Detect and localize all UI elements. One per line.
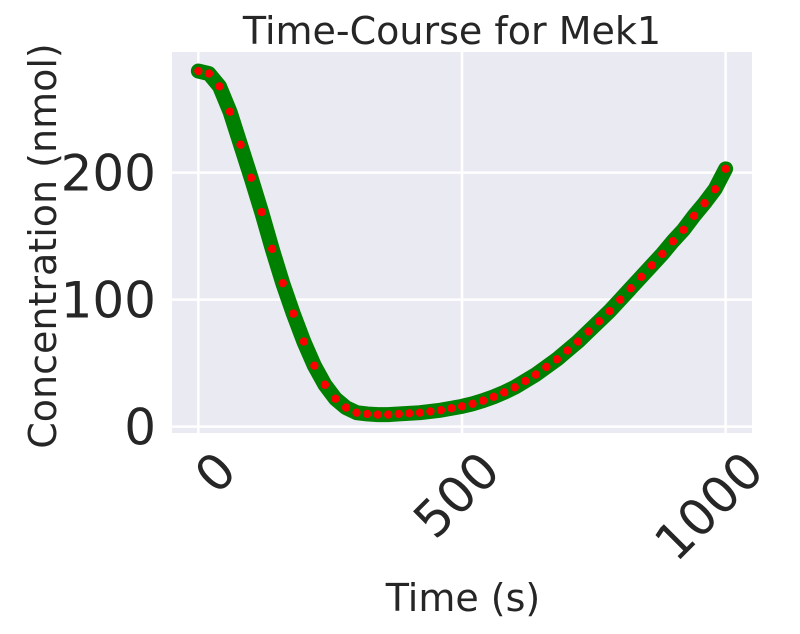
series-points-1 [194,66,730,419]
data-point [383,410,393,419]
data-point [626,284,635,293]
y-tick-label: 0 [124,399,156,457]
data-point [457,402,467,411]
data-point [278,278,287,288]
data-point [689,211,699,221]
data-point [257,207,266,217]
x-tick-labels: 0 500 1000 [184,441,775,572]
data-point [447,404,456,413]
data-point [299,337,309,346]
data-point [215,82,224,91]
data-point [531,370,541,379]
data-point [542,362,551,372]
data-point [573,337,583,346]
x-tick-label: 1000 [644,441,775,572]
data-point [436,405,446,415]
data-point [478,396,488,405]
data-point [679,225,688,234]
data-point [658,249,667,259]
data-point [405,409,414,418]
data-point [289,309,298,318]
grid-lines [172,52,752,433]
data-point [267,244,277,254]
data-point [394,409,403,419]
data-point [615,295,625,304]
data-point [668,237,678,246]
data-point [362,409,372,419]
y-tick-label: 100 [61,272,156,330]
data-point [510,383,519,392]
data-point [584,327,593,336]
data-point [552,355,562,364]
data-point [594,317,604,326]
plot-area [172,52,752,433]
y-axis-label: Concentration (nmol) [21,43,65,448]
series-layer [190,63,734,423]
data-point [710,184,720,194]
x-tick-label: 500 [403,441,511,549]
data-point [468,399,477,408]
data-point [320,380,330,389]
data-point [563,346,572,355]
data-point [236,140,245,149]
data-point [225,107,235,116]
data-point [310,361,319,370]
data-point [194,66,203,76]
x-tick-label: 0 [184,441,248,505]
y-tick-label: 200 [61,145,156,203]
data-point [637,272,646,281]
data-point [415,408,425,417]
data-point [373,410,382,419]
data-point [721,164,730,174]
chart-title: Time-Course for Mek1 [242,9,661,53]
x-axis-label: Time (s) [385,576,541,620]
data-point [489,392,498,402]
data-point [521,376,530,386]
data-point [204,69,214,78]
data-point [426,407,435,416]
data-point [341,403,351,412]
data-point [331,394,340,403]
y-tick-labels: 0 100 200 [61,145,156,457]
data-point [499,388,509,397]
data-point [700,198,709,208]
data-point [647,261,657,270]
data-point [352,408,361,417]
data-point [246,173,256,182]
data-point [605,306,614,316]
